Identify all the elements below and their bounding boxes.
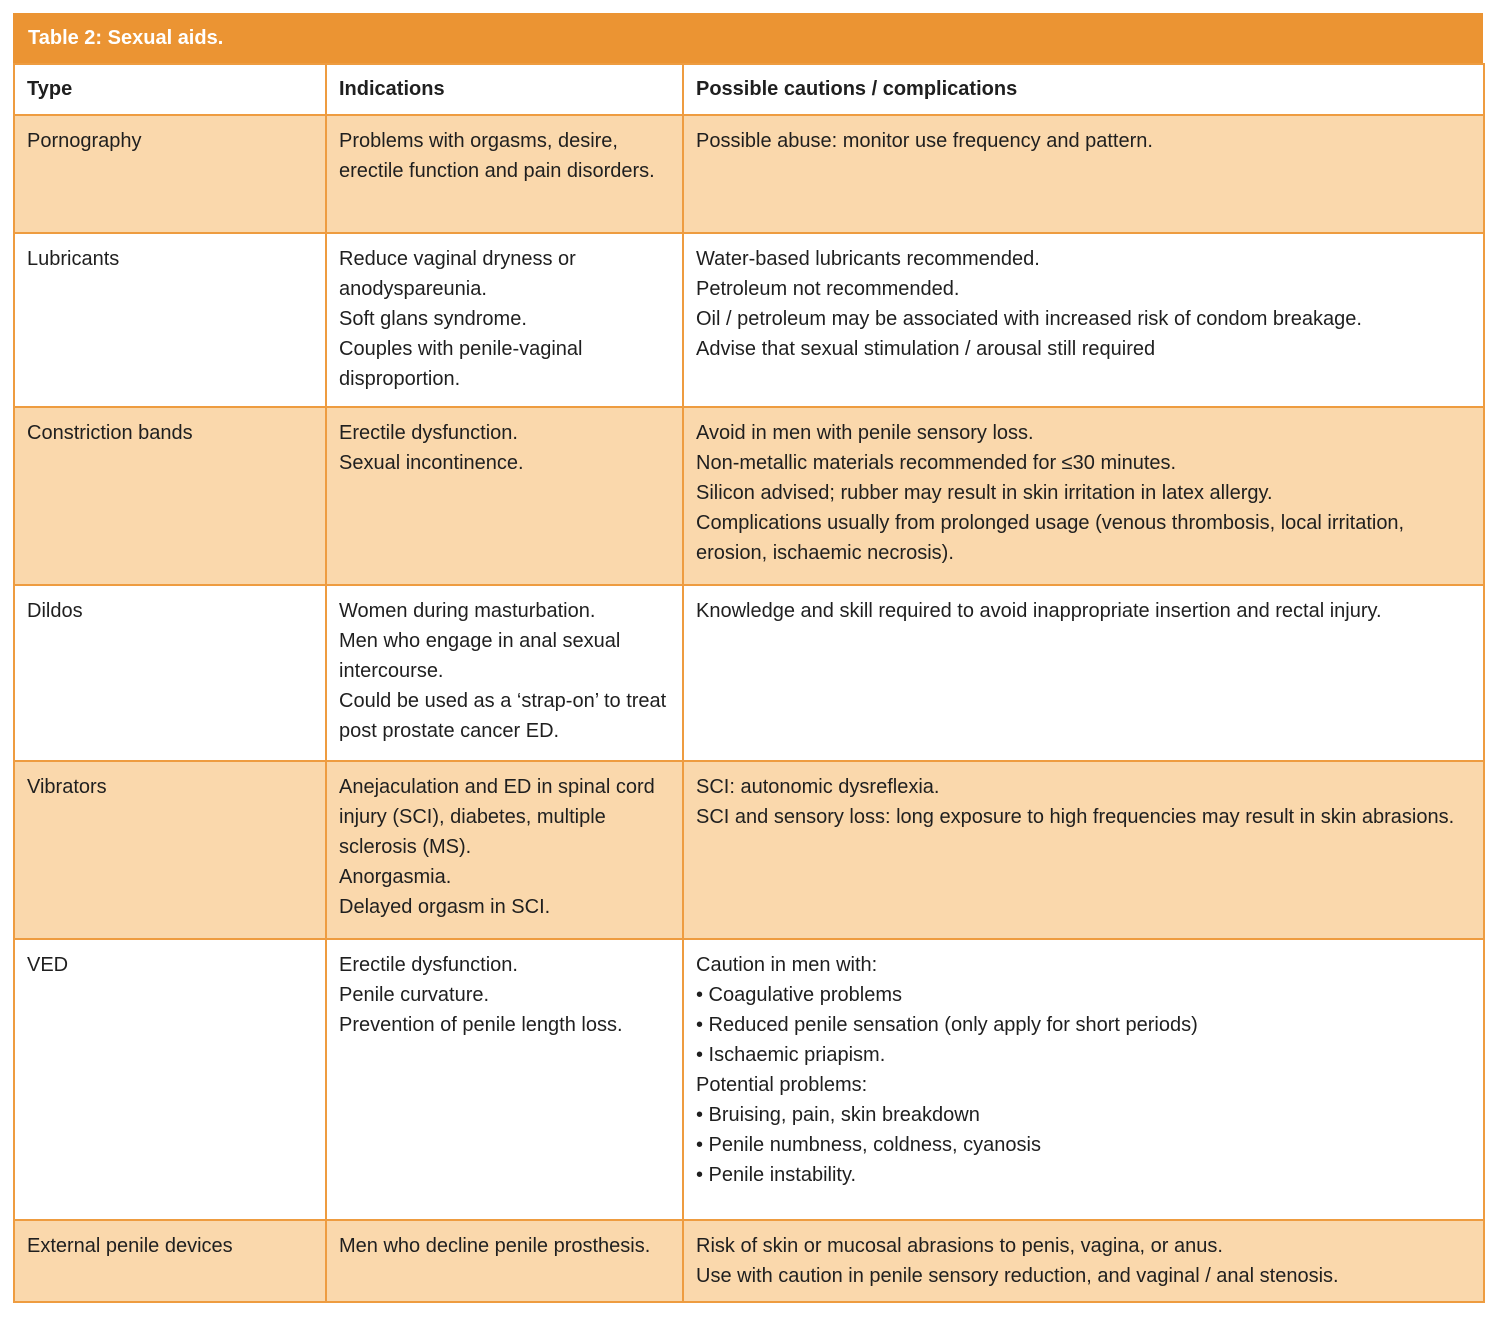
cell-line: • Coagulative problems (696, 984, 902, 1006)
cell-line: Avoid in men with penile sensory loss. (696, 422, 1034, 444)
column-header-cautions: Possible cautions / complications (682, 63, 1485, 116)
cell-type: Lubricants (13, 232, 327, 408)
table-row: VED Erectile dysfunction. Penile curvature… (13, 938, 1485, 1221)
cell-type: Pornography (13, 114, 327, 234)
cell-cautions: Avoid in men with penile sensory loss. No… (682, 406, 1485, 586)
column-header-type: Type (13, 63, 327, 116)
cell-line: Risk of skin or mucosal abrasions to pen… (696, 1235, 1223, 1257)
cell-line: Petroleum not recommended. (696, 278, 960, 300)
cell-line: Advise that sexual stimulation / arousal… (696, 338, 1156, 360)
table-title-bar: Table 2: Sexual aids. (13, 13, 1483, 63)
cell-line: Could be used as a ‘strap-on’ to treat p… (339, 690, 667, 742)
cell-line: Problems with orgasms, desire, erectile … (339, 130, 655, 182)
cell-line: Non-metallic materials recommended for ≤… (696, 452, 1177, 474)
cell-line: Erectile dysfunction. (339, 422, 518, 444)
cell-line: Anorgasmia. (339, 866, 452, 888)
cell-type: Dildos (13, 584, 327, 762)
cell-indications: Problems with orgasms, desire, erectile … (325, 114, 684, 234)
cell-line: Anejaculation and ED in spinal cord inju… (339, 776, 655, 858)
cell-line: • Bruising, pain, skin breakdown (696, 1104, 980, 1126)
cell-line: External penile devices (27, 1235, 233, 1257)
cell-line: Oil / petroleum may be associated with i… (696, 308, 1362, 330)
cell-line: Lubricants (27, 248, 120, 270)
cell-indications: Women during masturbation. Men who engage… (325, 584, 684, 762)
cell-line: Vibrators (27, 776, 107, 798)
table-row: Dildos Women during masturbation. Men who … (13, 584, 1485, 762)
header-row: Type Indications Possible cautions / com… (13, 63, 1485, 116)
cell-cautions: Caution in men with: • Coagulative proble… (682, 938, 1485, 1221)
cell-line: Use with caution in penile sensory reduc… (696, 1265, 1339, 1287)
cell-line: Complications usually from prolonged usa… (696, 512, 1405, 564)
cell-cautions: Water-based lubricants recommended. Petro… (682, 232, 1485, 408)
cell-line: Men who decline penile prosthesis. (339, 1235, 651, 1257)
table-body: Pornography Problems with orgasms, desire… (13, 114, 1485, 1303)
cell-indications: Reduce vaginal dryness or anodyspareunia… (325, 232, 684, 408)
cell-line: SCI and sensory loss: long exposure to h… (696, 806, 1455, 828)
cell-indications: Men who decline penile prosthesis. (325, 1219, 684, 1303)
cell-indications: Erectile dysfunction. Penile curvature. Pr… (325, 938, 684, 1221)
cell-line: Dildos (27, 600, 83, 622)
cell-line: VED (27, 954, 69, 976)
column-header-indications: Indications (325, 63, 684, 116)
cell-line: • Ischaemic priapism. (696, 1044, 886, 1066)
cell-line: Constriction bands (27, 422, 193, 444)
table-row: Constriction bands Erectile dysfunction. S… (13, 406, 1485, 586)
cell-cautions: Risk of skin or mucosal abrasions to pen… (682, 1219, 1485, 1303)
cell-indications: Anejaculation and ED in spinal cord inju… (325, 760, 684, 940)
table-row: Vibrators Anejaculation and ED in spinal … (13, 760, 1485, 940)
cell-line: • Reduced penile sensation (only apply f… (696, 1014, 1198, 1036)
cell-line: Reduce vaginal dryness or anodyspareunia… (339, 248, 576, 300)
cell-line: Erectile dysfunction. (339, 954, 518, 976)
cell-line: Sexual incontinence. (339, 452, 524, 474)
cell-indications: Erectile dysfunction. Sexual incontinence… (325, 406, 684, 586)
cell-line: Penile curvature. (339, 984, 490, 1006)
sexual-aids-table: Table 2: Sexual aids. Type Indications P… (13, 13, 1485, 1303)
cell-cautions: Possible abuse: monitor use frequency an… (682, 114, 1485, 234)
table-row: Pornography Problems with orgasms, desire… (13, 114, 1485, 234)
cell-line: • Penile numbness, coldness, cyanosis (696, 1134, 1041, 1156)
table-row: External penile devices Men who decline p… (13, 1219, 1485, 1303)
table-title: Table 2: Sexual aids. (28, 26, 224, 49)
cell-line: Men who engage in anal sexual intercours… (339, 630, 621, 682)
cell-line: Soft glans syndrome. (339, 308, 527, 330)
cell-line: Potential problems: (696, 1074, 868, 1096)
cell-type: Constriction bands (13, 406, 327, 586)
data-table: Type Indications Possible cautions / com… (13, 63, 1485, 1303)
cell-line: Couples with penile-vaginal disproportio… (339, 338, 583, 390)
cell-type: VED (13, 938, 327, 1221)
cell-line: SCI: autonomic dysreflexia. (696, 776, 940, 798)
cell-type: Vibrators (13, 760, 327, 940)
cell-cautions: SCI: autonomic dysreflexia. SCI and senso… (682, 760, 1485, 940)
table-row: Lubricants Reduce vaginal dryness or anod… (13, 232, 1485, 408)
cell-line: Knowledge and skill required to avoid in… (696, 600, 1382, 622)
cell-line: Prevention of penile length loss. (339, 1014, 623, 1036)
cell-line: Pornography (27, 130, 142, 152)
cell-line: Water-based lubricants recommended. (696, 248, 1040, 270)
cell-cautions: Knowledge and skill required to avoid in… (682, 584, 1485, 762)
cell-line: Women during masturbation. (339, 600, 596, 622)
cell-line: Silicon advised; rubber may result in sk… (696, 482, 1273, 504)
cell-line: • Penile instability. (696, 1164, 857, 1186)
cell-line: Caution in men with: (696, 954, 878, 976)
cell-line: Possible abuse: monitor use frequency an… (696, 130, 1153, 152)
cell-type: External penile devices (13, 1219, 327, 1303)
cell-line: Delayed orgasm in SCI. (339, 896, 551, 918)
